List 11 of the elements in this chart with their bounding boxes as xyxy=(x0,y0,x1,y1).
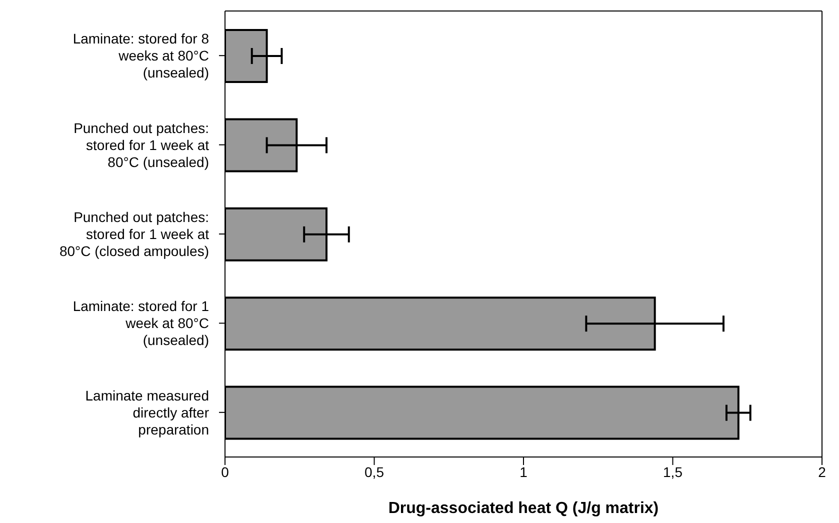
y-tick-label: Laminate: stored for 8 weeks at 80°C (unsealed) xyxy=(72,30,210,81)
x-tick-label: 1,5 xyxy=(663,464,683,480)
y-tick-label: Punched out patches: stored for 1 week at 80°C (unsealed) xyxy=(74,120,210,170)
x-axis-title: Drug-associated heat Q (J/g matrix) xyxy=(388,500,659,517)
y-tick-label: Punched out patches: stored for 1 week at 80°C (closed ampoules) xyxy=(59,209,210,259)
x-tick-label: 0 xyxy=(221,464,230,480)
x-tick-label: 2 xyxy=(818,464,826,480)
x-tick-label: 0,5 xyxy=(364,464,384,480)
x-tick-label: 1 xyxy=(520,464,528,480)
y-tick-label: Laminate measured directly after preparation xyxy=(85,387,210,438)
y-tick-label: Laminate: stored for 1 week at 80°C (unsealed) xyxy=(72,298,210,348)
